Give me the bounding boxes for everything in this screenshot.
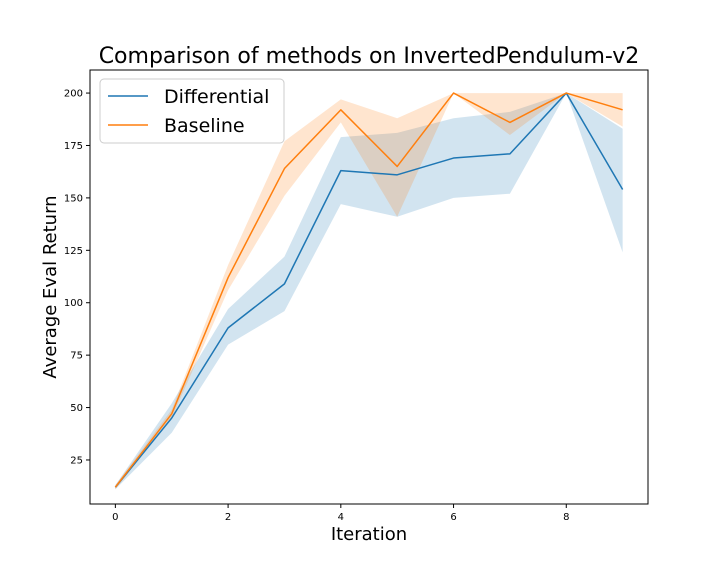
plot-area <box>114 92 624 490</box>
legend-label: Differential <box>164 86 269 108</box>
y-tick-label: 200 <box>64 89 83 100</box>
legend-box <box>99 78 285 144</box>
chart-title: Comparison of methods on InvertedPendulu… <box>99 44 640 69</box>
x-axis-label: Iteration <box>331 524 407 545</box>
series-1-band <box>115 93 623 490</box>
legend-label: Baseline <box>164 115 245 137</box>
series-0-band <box>115 93 623 490</box>
y-tick-label: 175 <box>64 141 83 152</box>
x-tick-label: 6 <box>450 512 456 523</box>
y-tick-label: 100 <box>64 298 83 309</box>
series-0-line <box>114 92 624 488</box>
x-tick-label: 8 <box>563 512 569 523</box>
series-1-line <box>114 92 623 488</box>
y-tick-label: 125 <box>64 246 83 257</box>
legend: Differential Baseline <box>99 78 285 144</box>
x-tick-label: 4 <box>338 512 344 523</box>
y-tick-label: 50 <box>70 403 83 414</box>
y-tick-label: 150 <box>64 193 83 204</box>
axes: 0 2 4 6 8 25 50 75 100 125 150 175 200 <box>64 69 649 523</box>
y-axis-label: Average Eval Return <box>40 195 61 378</box>
x-tick-label: 2 <box>225 512 231 523</box>
y-tick-label: 25 <box>70 455 83 466</box>
y-tick-label: 75 <box>70 351 83 362</box>
x-tick-label: 0 <box>112 512 118 523</box>
plot-frame <box>89 69 649 505</box>
